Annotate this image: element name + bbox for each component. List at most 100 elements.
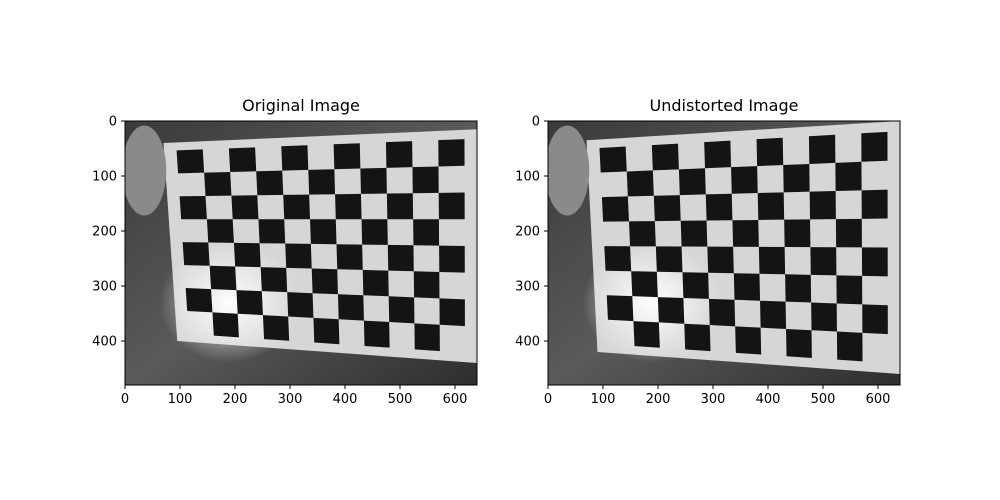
- checker-square: [861, 247, 888, 277]
- checker-square: [438, 192, 465, 220]
- checker-square: [387, 244, 414, 272]
- y-tick-label: 100: [92, 170, 117, 185]
- checker-square: [809, 190, 836, 220]
- checker-square: [862, 304, 888, 335]
- checker-square: [733, 273, 761, 301]
- x-tick-label: 500: [811, 392, 836, 407]
- x-tick-label: 0: [121, 392, 129, 407]
- checker-square: [704, 140, 732, 169]
- light-glare: [159, 242, 300, 363]
- y-tick-label: 100: [515, 170, 540, 185]
- checker-square: [231, 195, 259, 220]
- checker-square: [209, 265, 237, 291]
- checker-square: [599, 146, 627, 173]
- checker-square: [708, 298, 736, 327]
- checker-square: [363, 320, 390, 348]
- checker-square: [756, 137, 784, 167]
- y-tick-label: 300: [515, 280, 540, 295]
- checker-square: [413, 271, 440, 299]
- checker-square: [601, 196, 629, 222]
- checker-square: [835, 161, 862, 191]
- checker-square: [784, 219, 811, 248]
- x-tick-label: 100: [168, 392, 193, 407]
- checker-square: [757, 192, 785, 220]
- checker-square: [206, 219, 234, 243]
- checker-square: [655, 246, 683, 273]
- checker-square: [256, 170, 284, 196]
- checker-square: [176, 149, 205, 174]
- checker-square: [836, 275, 863, 305]
- x-tick-label: 200: [646, 392, 671, 407]
- axis-ticks-original: 0 100 200 300 400 500 600 0 100 200 300 400: [92, 115, 467, 408]
- checker-square: [678, 168, 706, 196]
- checker-square: [333, 143, 361, 170]
- x-tick-label: 600: [443, 392, 468, 407]
- checker-square: [412, 166, 439, 194]
- checker-square: [212, 312, 239, 338]
- axes-frame-undistorted: [547, 120, 901, 386]
- x-tick-label: 200: [223, 392, 248, 407]
- checker-square: [760, 300, 787, 329]
- x-tick-label: 100: [591, 392, 616, 407]
- checker-square: [414, 323, 440, 352]
- checker-square: [808, 134, 836, 164]
- checker-square: [810, 247, 837, 276]
- checker-square: [786, 328, 812, 358]
- checker-square: [438, 139, 465, 167]
- checker-square: [336, 244, 363, 270]
- checker-square: [388, 296, 415, 324]
- checker-square: [735, 326, 762, 355]
- checker-square: [308, 169, 336, 195]
- checker-square: [758, 246, 786, 275]
- checker-square: [785, 274, 812, 303]
- subplot-original: Original Image 0 100 200 300 400 500 600 0 100 20…: [92, 96, 478, 408]
- checker-square: [360, 167, 387, 194]
- checker-square: [281, 145, 309, 171]
- checker-square: [258, 219, 286, 244]
- checker-square: [633, 321, 660, 348]
- y-tick-label: 200: [515, 225, 540, 240]
- checkerboard-image-original: [125, 121, 477, 385]
- checker-square: [836, 331, 863, 362]
- checker-square: [362, 269, 389, 297]
- checker-square: [651, 143, 679, 171]
- checker-square: [185, 288, 213, 313]
- x-tick-label: 300: [701, 392, 726, 407]
- checker-square: [310, 219, 337, 245]
- subplot-title-undistorted: Undistorted Image: [650, 96, 799, 115]
- x-tick-label: 600: [866, 392, 891, 407]
- y-tick-label: 400: [92, 335, 117, 350]
- checker-square: [413, 219, 440, 246]
- axes-frame-original: [124, 120, 478, 386]
- subplot-undistorted: Undistorted Image 0 100 200 300 400 500 600 0 10…: [515, 96, 901, 408]
- x-tick-label: 400: [333, 392, 358, 407]
- checker-square: [233, 242, 261, 268]
- checker-square: [335, 193, 362, 220]
- checker-square: [337, 294, 364, 321]
- subplot-title-original: Original Image: [242, 96, 360, 115]
- axis-ticks-undistorted: 0 100 200 300 400 500 600 0 100 200 300 400: [515, 115, 890, 408]
- hand-shape: [548, 125, 590, 216]
- checker-square: [861, 131, 888, 162]
- checker-square: [386, 193, 414, 220]
- x-tick-label: 500: [388, 392, 413, 407]
- y-tick-label: 0: [109, 115, 117, 130]
- y-tick-label: 0: [532, 115, 540, 130]
- checker-square: [707, 246, 734, 274]
- checker-square: [287, 292, 314, 318]
- checker-square: [439, 298, 465, 327]
- checker-square: [236, 290, 263, 316]
- y-tick-label: 400: [515, 335, 540, 350]
- checker-square: [260, 267, 288, 293]
- checker-square: [385, 141, 413, 168]
- checker-square: [705, 193, 733, 221]
- checker-square: [626, 170, 654, 197]
- checker-square: [684, 323, 711, 352]
- y-tick-label: 200: [92, 225, 117, 240]
- x-tick-label: 400: [756, 392, 781, 407]
- checker-square: [204, 171, 232, 196]
- checker-square: [631, 271, 658, 298]
- checker-square: [732, 219, 759, 247]
- x-tick-label: 0: [544, 392, 552, 407]
